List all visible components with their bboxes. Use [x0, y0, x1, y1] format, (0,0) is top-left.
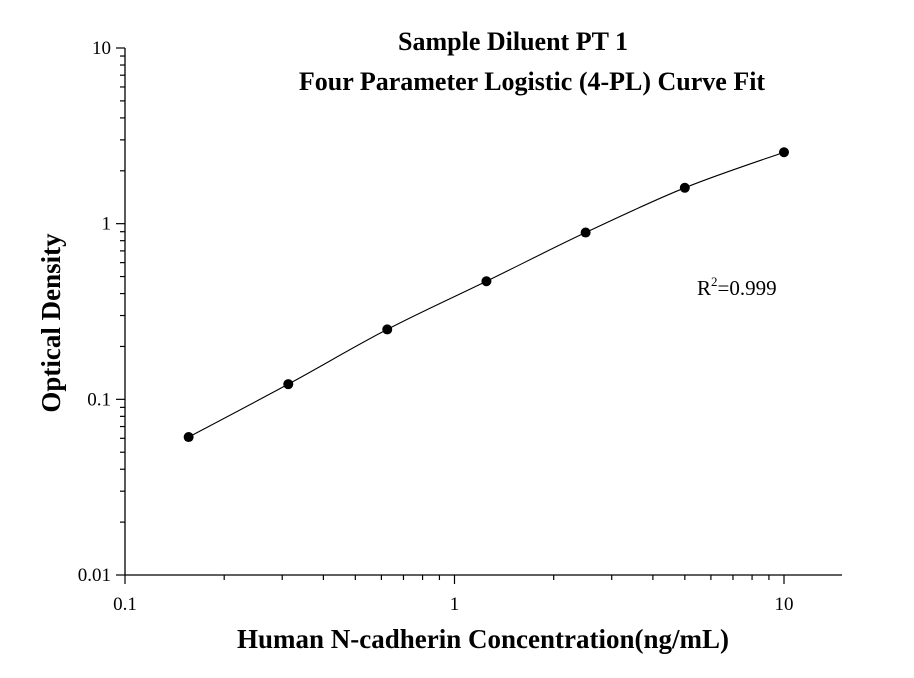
x-axis-label: Human N-cadherin Concentration(ng/mL) [237, 624, 729, 654]
x-axis-ticks: 0.1 1 10 [113, 575, 794, 615]
data-point [679, 182, 690, 193]
y-tick-label: 10 [92, 38, 111, 59]
r-squared-value: =0.999 [718, 276, 777, 300]
y-axis-ticks: 0.01 0.1 1 10 [78, 38, 125, 586]
x-tick-label: 10 [775, 594, 794, 615]
chart-title: Sample Diluent PT 1 [398, 27, 628, 56]
data-point [779, 147, 789, 158]
data-points [183, 147, 789, 443]
y-axis-label: Optical Density [36, 233, 66, 413]
axes [124, 48, 842, 576]
data-point [283, 379, 294, 390]
data-point [580, 227, 591, 238]
fit-curve-line [188, 151, 785, 438]
y-tick-label: 1 [102, 214, 112, 235]
data-point [183, 432, 194, 443]
y-tick-label: 0.1 [87, 389, 111, 410]
fit-curve-layer [188, 151, 785, 438]
r-squared-annotation: R2=0.999 [697, 274, 777, 300]
y-tick-label: 0.01 [78, 565, 111, 586]
data-point [382, 324, 393, 335]
data-point [481, 276, 492, 287]
chart-subtitle: Four Parameter Logistic (4-PL) Curve Fit [299, 67, 766, 96]
x-tick-label: 0.1 [113, 594, 137, 615]
r-squared-superscript: 2 [711, 274, 718, 289]
x-tick-label: 1 [450, 594, 460, 615]
r-squared-base: R [697, 276, 711, 300]
